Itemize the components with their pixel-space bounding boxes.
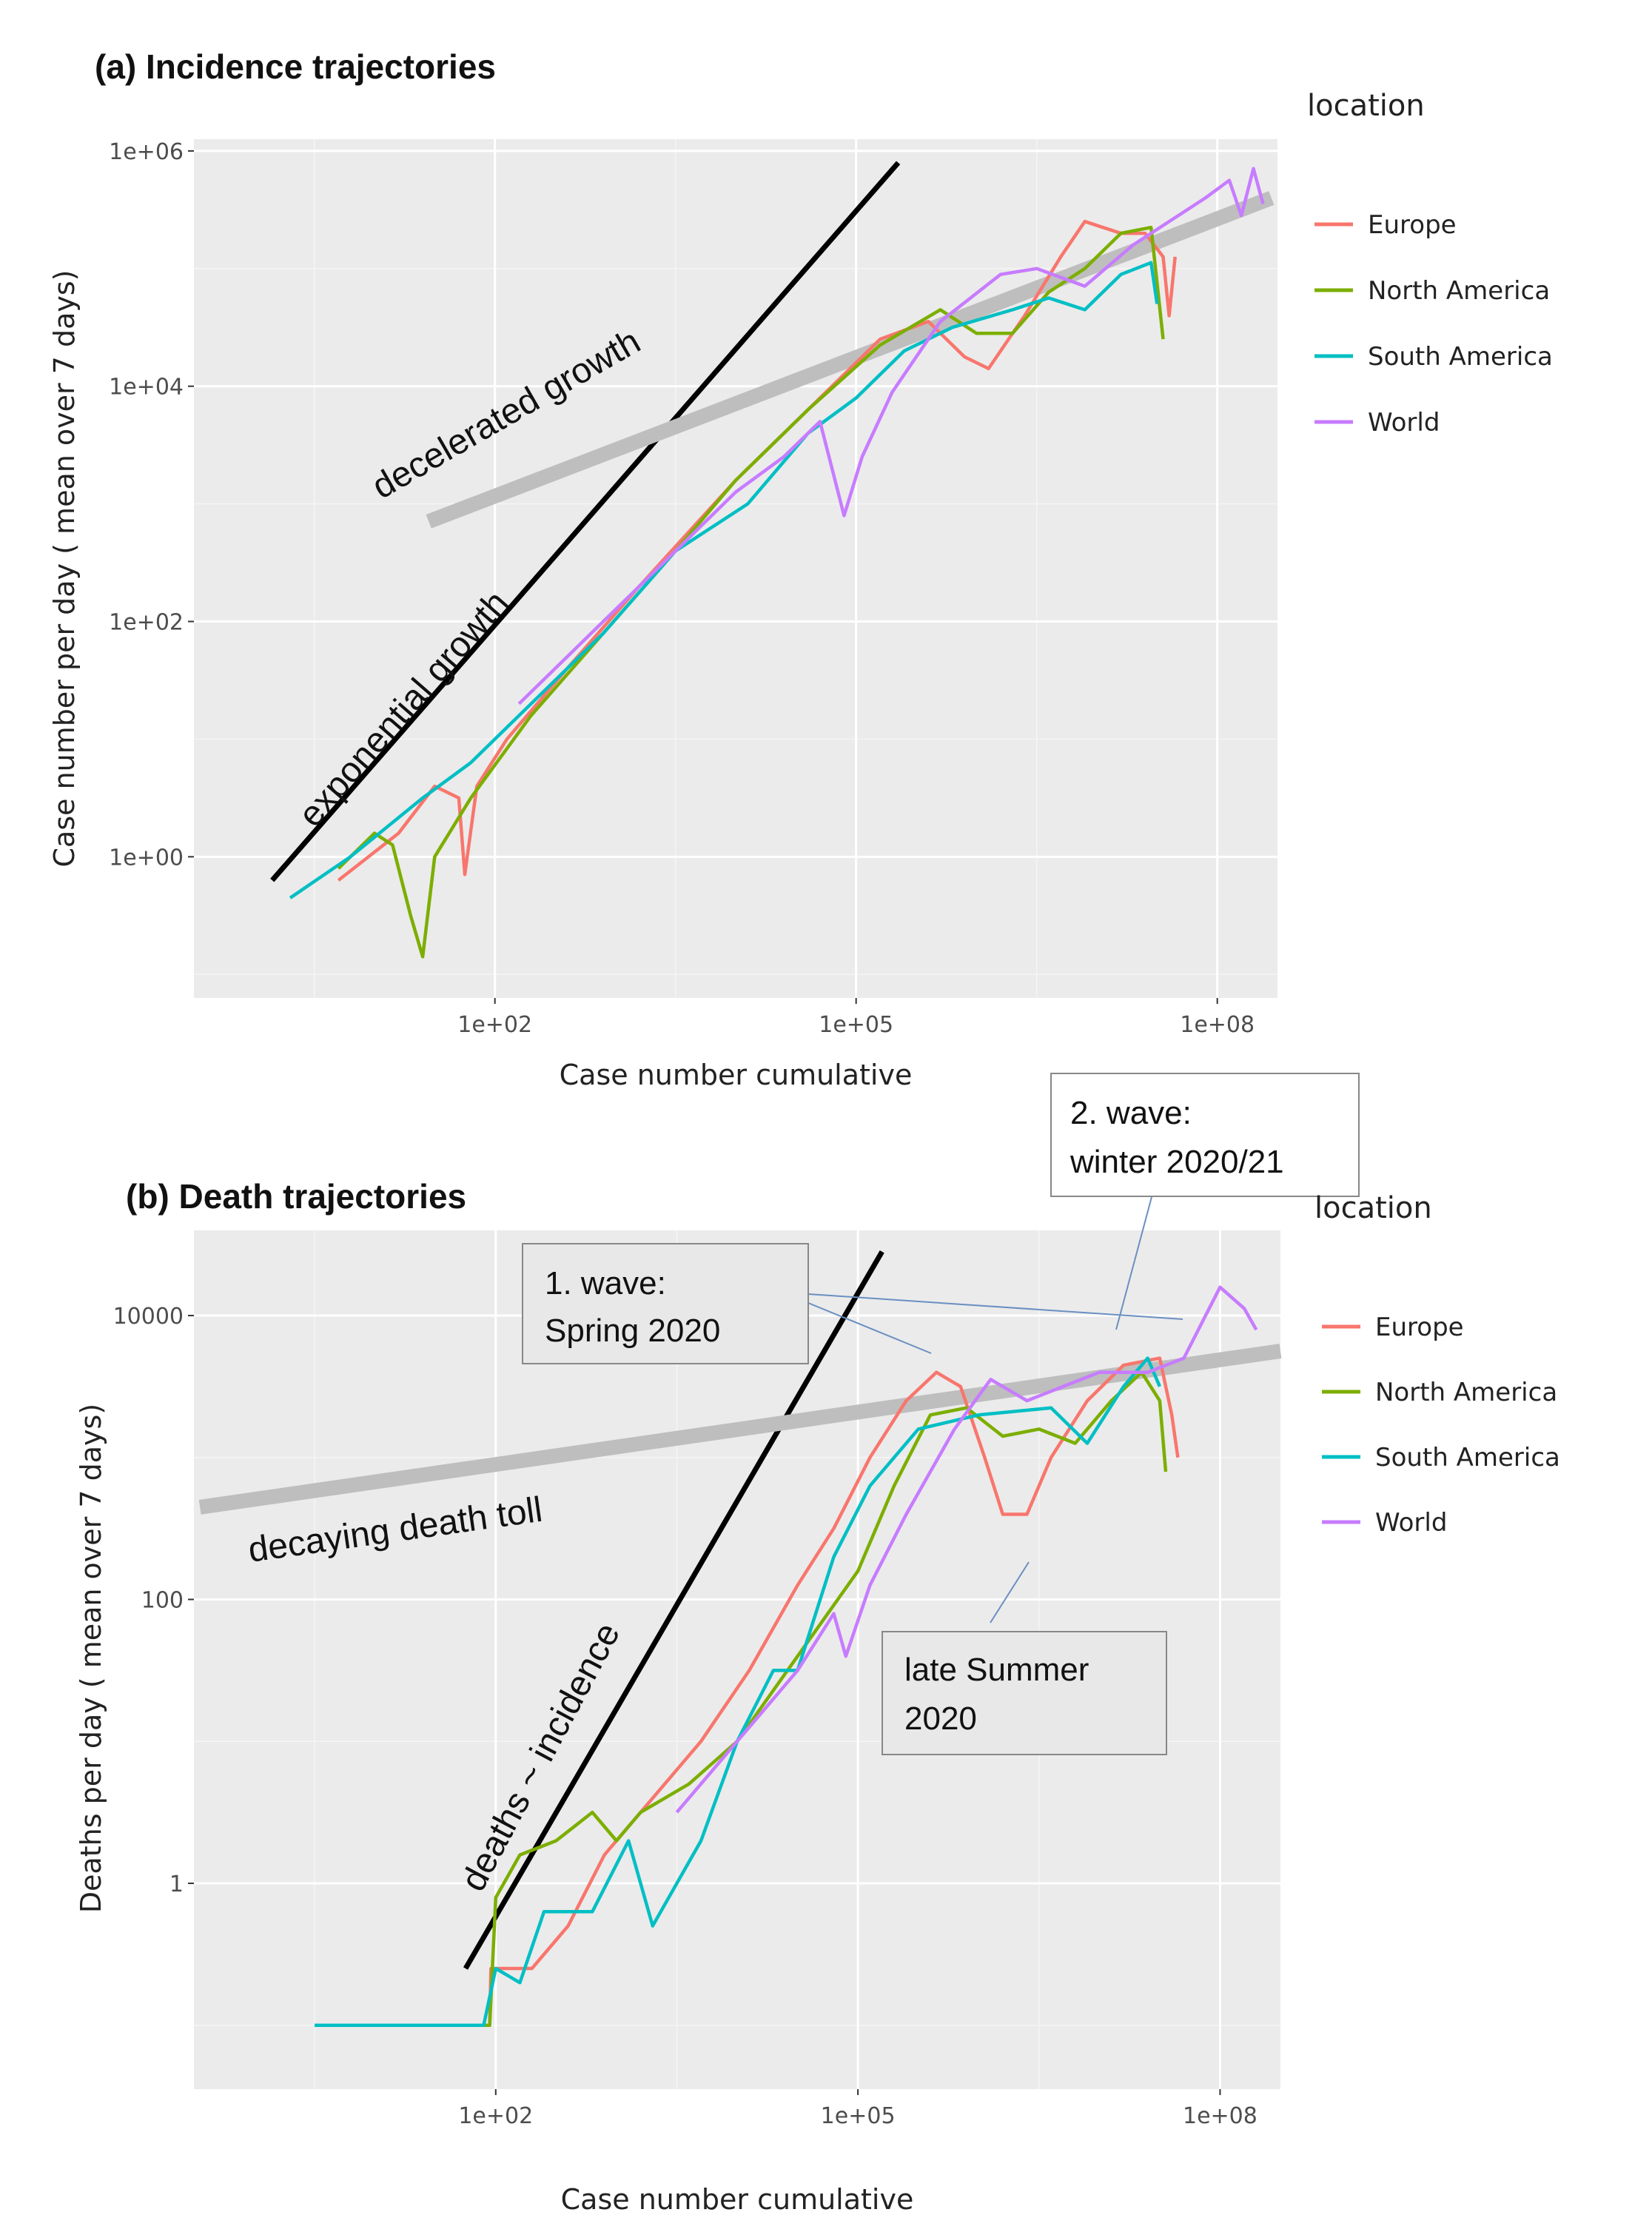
x-tick-label: 1e+02: [458, 2103, 533, 2129]
panel-a-legend: location Europe North America South Americ…: [1307, 89, 1553, 438]
callout-winter-line1: 2. wave:: [1070, 1095, 1192, 1131]
panel-a-y-ticks: 1e+00 1e+02 1e+04 1e+06: [109, 139, 194, 871]
panel-b-y-axis-label: Deaths per day ( mean over 7 days): [75, 1404, 107, 1913]
series-line-europe: [315, 1356, 1180, 2027]
callout-winter-2020-21: 2. wave: winter 2020/21: [1050, 1073, 1360, 1197]
y-tick-label: 1e+00: [109, 845, 184, 871]
callout-spring-line2: Spring 2020: [545, 1313, 720, 1349]
x-tick-label: 1e+05: [819, 1012, 893, 1038]
panel-a-grid: [194, 139, 1277, 998]
panel-a-title: (a) Incidence trajectories: [95, 47, 496, 86]
series-line-world: [675, 1285, 1258, 1814]
panel-b-y-ticks: 1 100 10000: [113, 1304, 194, 1897]
panel-b-x-ticks: 1e+02 1e+05 1e+08: [458, 2089, 1258, 2129]
panel-b-legend-title: location: [1314, 1191, 1432, 1225]
panel-b-x-axis-label: Case number cumulative: [561, 2183, 914, 2215]
leader-spring-europe: [807, 1302, 932, 1354]
panel-b-grid: [194, 1230, 1280, 2089]
legend-label-south-america: South America: [1375, 1443, 1560, 1472]
panel-a-series: [289, 167, 1265, 959]
panel-a: (a) Incidence trajectories 1e+001e+021e+…: [48, 47, 1553, 1091]
callout-spring-line1: 1. wave:: [545, 1265, 666, 1301]
legend-label-europe: Europe: [1368, 210, 1457, 240]
series-line-south-america: [289, 261, 1159, 899]
y-tick-label: 10000: [113, 1304, 184, 1330]
panel-a-legend-title: location: [1307, 89, 1425, 123]
legend-label-world: World: [1375, 1508, 1447, 1538]
y-tick-label: 1e+06: [109, 139, 184, 165]
series-line-north-america: [337, 225, 1165, 959]
legend-label-world: World: [1368, 408, 1440, 438]
callout-summer-line2: 2020: [904, 1700, 977, 1737]
y-tick-label: 1: [169, 1871, 184, 1897]
legend-label-south-america: South America: [1368, 342, 1553, 372]
leader-winter: [1115, 1185, 1155, 1330]
panel-a-x-ticks: 1e+02 1e+05 1e+08: [457, 998, 1255, 1038]
callout-spring-2020: 1. wave: Spring 2020: [522, 1243, 809, 1364]
x-tick-label: 1e+02: [457, 1012, 532, 1038]
trend-line-exponential-growth: [270, 161, 901, 882]
callout-late-summer-2020: late Summer 2020: [882, 1631, 1167, 1755]
panel-b-title: (b) Death trajectories: [126, 1177, 466, 1216]
series-line-south-america: [315, 1356, 1161, 2027]
callout-winter-line2: winter 2020/21: [1070, 1144, 1284, 1180]
panel-a-trend-lines: [270, 161, 1275, 882]
y-tick-label: 1e+04: [109, 375, 184, 401]
panel-b-legend: location Europe North America South Americ…: [1314, 1191, 1560, 1538]
x-tick-label: 1e+08: [1183, 2103, 1258, 2129]
legend-label-north-america: North America: [1375, 1378, 1557, 1407]
panel-a-plot-background: [194, 139, 1277, 998]
trend-line-decaying-death-toll: [198, 1344, 1282, 1515]
legend-label-north-america: North America: [1368, 276, 1550, 306]
panel-b-series: [315, 1285, 1258, 2027]
x-tick-label: 1e+05: [821, 2103, 896, 2129]
series-line-world: [517, 167, 1265, 706]
trend-line-decelerated-growth: [426, 191, 1275, 529]
panel-a-x-axis-label: Case number cumulative: [560, 1059, 913, 1091]
callout-leaders: [807, 1185, 1183, 1623]
callout-summer-line1: late Summer: [904, 1652, 1089, 1688]
legend-label-europe: Europe: [1375, 1313, 1464, 1342]
leader-summer: [990, 1561, 1030, 1623]
panel-a-y-axis-label: Case number per day ( mean over 7 days): [48, 270, 81, 868]
series-line-north-america: [315, 1370, 1168, 2027]
y-tick-label: 100: [141, 1588, 184, 1614]
y-tick-label: 1e+02: [109, 610, 184, 636]
x-tick-label: 1e+08: [1180, 1012, 1255, 1038]
